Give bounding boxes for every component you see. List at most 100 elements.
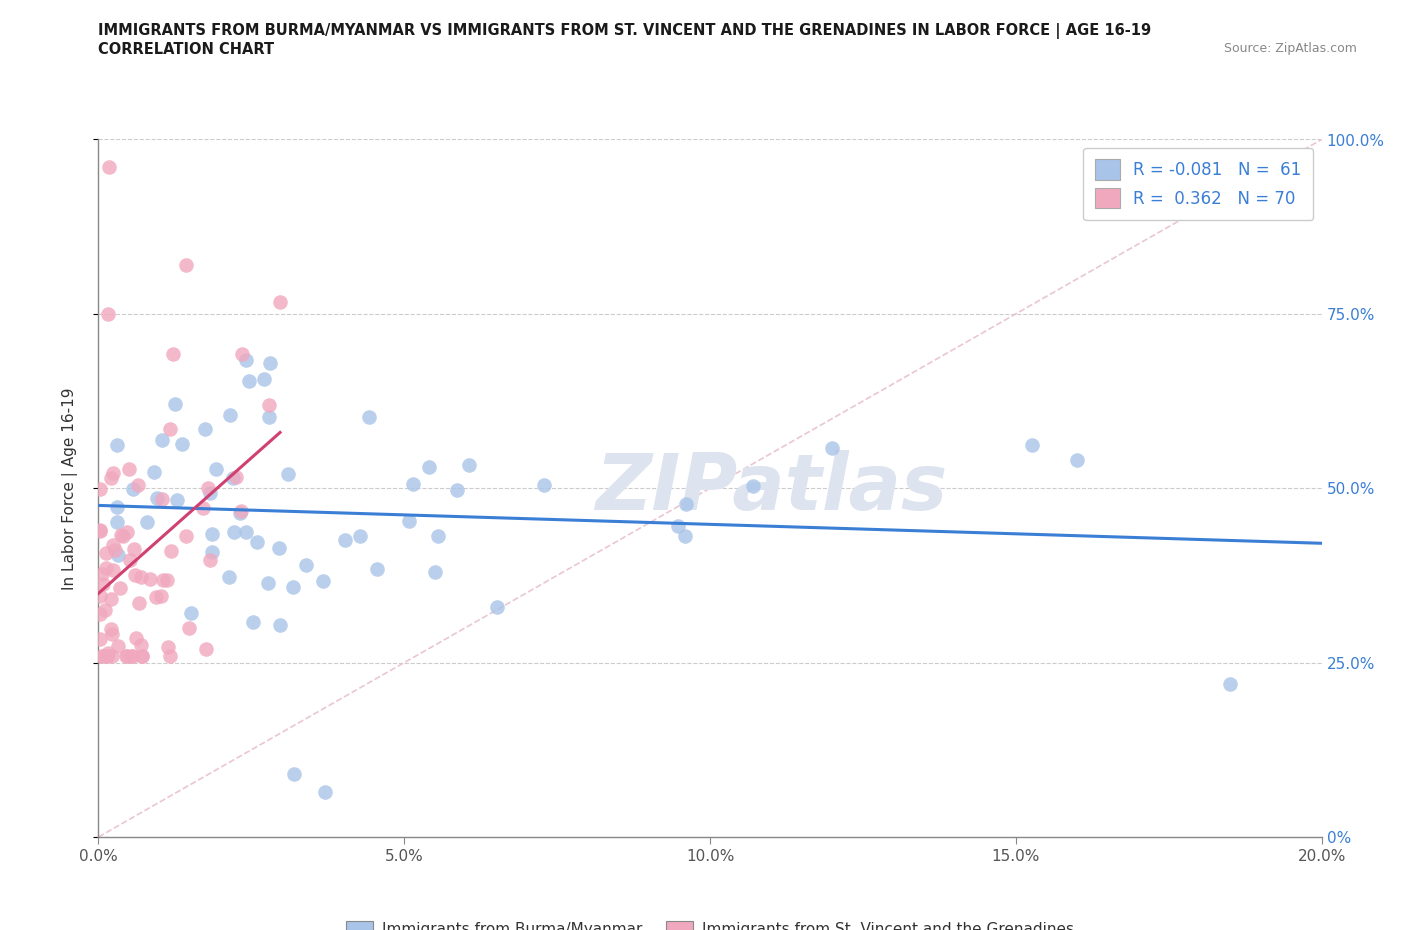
Legend: Immigrants from Burma/Myanmar, Immigrants from St. Vincent and the Grenadines: Immigrants from Burma/Myanmar, Immigrant…	[340, 914, 1080, 930]
Point	[131, 648, 153, 663]
Point	[96, 545, 118, 560]
Point	[97, 645, 120, 660]
Point	[121, 648, 143, 663]
Point	[91, 648, 114, 663]
Point	[136, 515, 159, 530]
Point	[229, 504, 252, 519]
Point	[139, 572, 162, 587]
Point	[485, 599, 508, 614]
Point	[105, 499, 128, 514]
Point	[204, 462, 226, 477]
Point	[91, 566, 114, 581]
Point	[295, 558, 318, 573]
Point	[100, 591, 122, 606]
Point	[94, 560, 117, 575]
Point	[180, 605, 202, 620]
Point	[281, 579, 304, 594]
Text: CORRELATION CHART: CORRELATION CHART	[98, 42, 274, 57]
Point	[155, 573, 177, 588]
Point	[145, 590, 167, 604]
Point	[107, 547, 129, 562]
Point	[112, 529, 135, 544]
Point	[91, 648, 114, 663]
Point	[200, 552, 222, 567]
Point	[201, 544, 224, 559]
Point	[163, 397, 186, 412]
Point	[257, 398, 280, 413]
Point	[366, 562, 388, 577]
Point	[427, 528, 450, 543]
Point	[162, 347, 184, 362]
Text: ZIPatlas: ZIPatlas	[595, 450, 948, 526]
Point	[314, 784, 336, 799]
Point	[103, 466, 125, 481]
Point	[98, 160, 121, 175]
Point	[96, 648, 118, 663]
Point	[194, 421, 217, 436]
Point	[89, 524, 111, 538]
Point	[218, 570, 240, 585]
Point	[257, 576, 280, 591]
Point	[89, 522, 111, 537]
Point	[235, 525, 257, 539]
Point	[124, 631, 146, 645]
Point	[675, 497, 697, 512]
Point	[131, 648, 153, 663]
Point	[283, 766, 305, 781]
Point	[96, 648, 118, 663]
Point	[89, 589, 111, 604]
Point	[218, 407, 240, 422]
Point	[235, 352, 257, 367]
Point	[198, 485, 221, 500]
Point	[1219, 676, 1241, 691]
Point	[533, 477, 555, 492]
Point	[89, 482, 111, 497]
Point	[238, 374, 260, 389]
Point	[143, 465, 166, 480]
Point	[259, 355, 281, 370]
Point	[1066, 453, 1088, 468]
Point	[159, 421, 181, 436]
Point	[418, 459, 440, 474]
Point	[174, 528, 197, 543]
Point	[105, 514, 128, 529]
Point	[93, 577, 115, 591]
Point	[242, 615, 264, 630]
Point	[122, 542, 145, 557]
Point	[100, 627, 122, 642]
Point	[673, 528, 696, 543]
Text: Source: ZipAtlas.com: Source: ZipAtlas.com	[1223, 42, 1357, 55]
Point	[191, 500, 214, 515]
Point	[129, 569, 152, 584]
Point	[121, 648, 143, 663]
Point	[160, 543, 183, 558]
Point	[149, 589, 172, 604]
Point	[118, 461, 141, 476]
Point	[166, 493, 188, 508]
Point	[1021, 438, 1043, 453]
Point	[457, 458, 479, 473]
Point	[333, 533, 356, 548]
Point	[277, 467, 299, 482]
Point	[152, 433, 174, 448]
Point	[312, 574, 335, 589]
Point	[194, 642, 217, 657]
Point	[742, 479, 765, 494]
Point	[124, 567, 146, 582]
Point	[107, 639, 129, 654]
Point	[357, 409, 380, 424]
Point	[97, 307, 120, 322]
Point	[89, 606, 111, 621]
Point	[101, 648, 124, 663]
Point	[128, 596, 150, 611]
Point	[114, 648, 136, 663]
Point	[146, 490, 169, 505]
Point	[179, 620, 201, 635]
Point	[101, 538, 124, 553]
Point	[174, 258, 197, 272]
Text: IMMIGRANTS FROM BURMA/MYANMAR VS IMMIGRANTS FROM ST. VINCENT AND THE GRENADINES : IMMIGRANTS FROM BURMA/MYANMAR VS IMMIGRA…	[98, 23, 1152, 39]
Point	[269, 294, 291, 309]
Point	[224, 525, 246, 539]
Point	[402, 477, 425, 492]
Point	[269, 618, 291, 632]
